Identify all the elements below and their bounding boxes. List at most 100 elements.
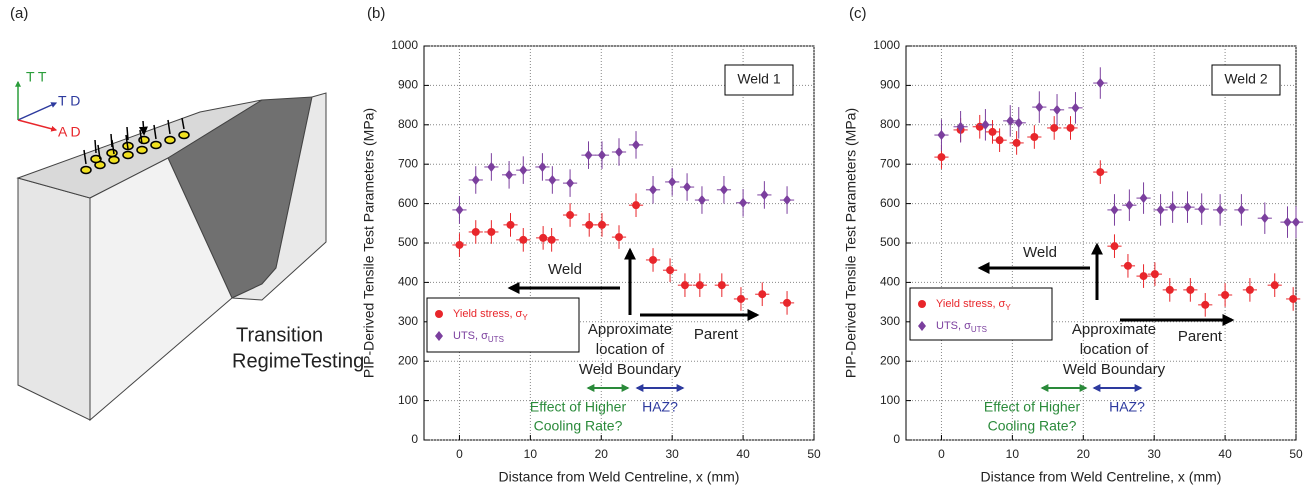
legend-name: Yield stress, σ	[936, 298, 1006, 310]
annotation: HAZ?	[1109, 399, 1145, 415]
point	[739, 197, 748, 208]
point	[1260, 213, 1269, 224]
x-tick-label: 20	[595, 447, 609, 461]
y-tick-label: 800	[880, 117, 900, 131]
y-tick-label: 100	[880, 393, 900, 407]
legend-subscript: Y	[522, 313, 528, 322]
axis-label: T T	[26, 69, 47, 85]
point	[455, 240, 464, 249]
legend-name: UTS, σ	[936, 320, 971, 332]
y-tick-label: 400	[880, 275, 900, 289]
point	[1221, 291, 1230, 300]
chart-label: (c)	[849, 5, 867, 22]
point	[1066, 123, 1075, 132]
box-label: Weld 2	[1224, 71, 1268, 87]
point	[937, 153, 946, 162]
point	[487, 227, 496, 236]
annotation: Approximate	[1072, 321, 1156, 338]
legend-text: Yield stress, σY	[453, 308, 528, 322]
point	[649, 184, 658, 195]
point	[666, 266, 675, 275]
point	[597, 220, 606, 229]
annotation: Effect of Higher	[530, 399, 627, 415]
panel-a: (a) T T T D A D Transition RegimeTesting	[10, 5, 364, 422]
annotation: location of	[596, 341, 665, 358]
point	[1096, 78, 1105, 89]
point	[1030, 133, 1039, 142]
point	[956, 121, 965, 132]
point	[758, 290, 767, 299]
point	[566, 211, 575, 220]
annotation: Weld	[548, 261, 582, 278]
point	[760, 189, 769, 200]
legend-subscript: Y	[1005, 303, 1011, 312]
legend-marker	[918, 321, 926, 331]
point	[697, 195, 706, 206]
point	[981, 119, 990, 130]
point	[585, 220, 594, 229]
y-tick-label: 300	[398, 314, 418, 328]
y-tick-label: 400	[398, 275, 418, 289]
point	[1245, 285, 1254, 294]
point	[937, 130, 946, 141]
y-tick-label: 300	[880, 314, 900, 328]
point	[615, 233, 623, 242]
axis-label: T D	[58, 93, 80, 109]
point	[1197, 204, 1206, 215]
chart-label: (b)	[367, 5, 385, 22]
legend-text: Yield stress, σY	[936, 298, 1011, 312]
point	[736, 294, 745, 303]
x-axis-label: Distance from Weld Centreline, x (mm)	[499, 469, 740, 485]
point	[548, 174, 557, 185]
point	[668, 176, 677, 187]
x-tick-label: 50	[1289, 447, 1303, 461]
y-tick-label: 1000	[391, 38, 418, 52]
point	[683, 182, 692, 193]
point	[995, 136, 1004, 145]
point	[719, 184, 728, 195]
annotation: Weld Boundary	[1063, 361, 1166, 378]
x-tick-label: 40	[736, 447, 750, 461]
point	[1035, 102, 1044, 113]
point	[538, 161, 547, 172]
point	[1201, 300, 1210, 309]
caption: RegimeTesting	[232, 350, 364, 372]
x-tick-label: 0	[938, 447, 945, 461]
annotation: location of	[1080, 341, 1149, 358]
y-tick-label: 700	[398, 156, 418, 170]
x-tick-label: 10	[524, 447, 538, 461]
legend-marker	[435, 331, 443, 341]
point	[566, 178, 575, 189]
point	[505, 169, 514, 180]
y-tick-label: 900	[398, 78, 418, 92]
legend-name: Yield stress, σ	[453, 308, 523, 320]
x-tick-label: 40	[1218, 447, 1232, 461]
point	[615, 146, 623, 157]
point	[1139, 193, 1148, 204]
y-tick-label: 100	[398, 393, 418, 407]
x-tick-label: 30	[1148, 447, 1162, 461]
caption: Transition	[236, 324, 323, 346]
point	[1283, 217, 1292, 228]
point	[1139, 272, 1148, 281]
point	[519, 235, 528, 244]
legend-text: UTS, σUTS	[453, 330, 504, 344]
point	[632, 139, 641, 150]
legend	[426, 297, 580, 353]
point	[695, 281, 704, 290]
point	[1125, 200, 1134, 211]
axis-arrow	[17, 119, 58, 132]
point	[1156, 204, 1165, 215]
y-tick-label: 1000	[873, 38, 900, 52]
annotation: Weld Boundary	[579, 361, 682, 378]
point	[1053, 104, 1062, 115]
annotation: Cooling Rate?	[534, 418, 623, 434]
point	[1123, 261, 1132, 270]
y-tick-label: 900	[880, 78, 900, 92]
panel-label: (a)	[10, 5, 28, 22]
y-tick-label: 0	[411, 432, 418, 446]
y-tick-label: 200	[398, 353, 418, 367]
point	[1168, 202, 1177, 213]
point	[1014, 117, 1023, 128]
